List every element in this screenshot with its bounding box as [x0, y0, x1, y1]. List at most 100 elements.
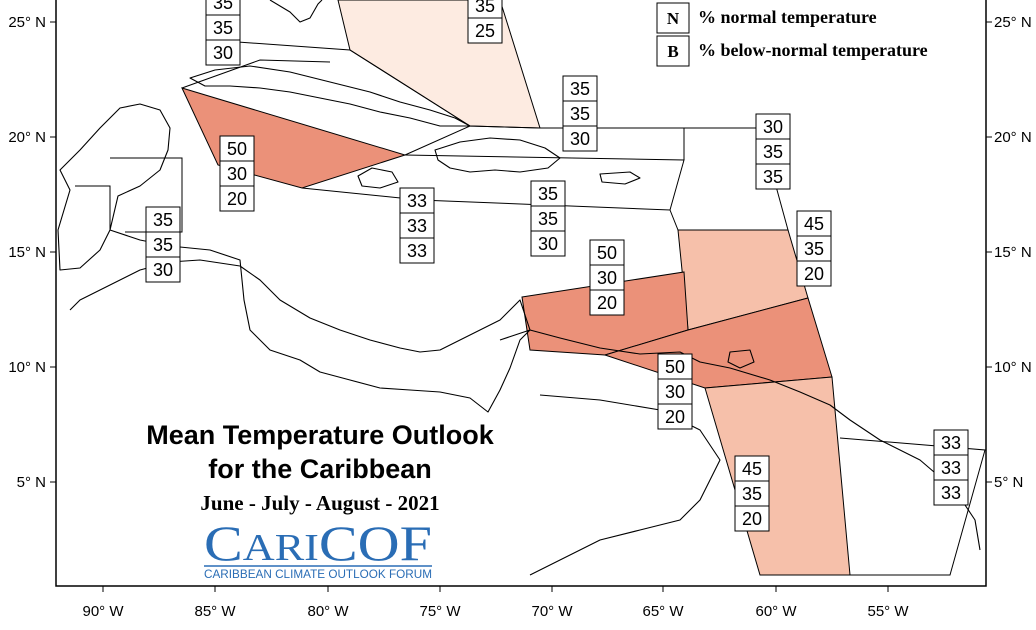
prob-cell: [562, 100, 598, 127]
lat-tick-label: 5° N: [17, 474, 46, 491]
legend-label: % normal temperature: [698, 7, 877, 27]
prob-value: 30: [597, 268, 617, 288]
coast-florida: [269, 0, 323, 23]
caricof-logo: C ARI COF CARIBBEAN CLIMATE OUTLOOK FORUM: [204, 515, 432, 581]
prob-cell: [796, 235, 832, 262]
prob-value: 35: [570, 104, 590, 124]
lon-tick-label: 60° W: [755, 603, 797, 620]
coast-cuba: [189, 65, 471, 127]
prob-cell: [530, 205, 566, 232]
prob-value: 25: [475, 21, 495, 41]
prob-value: 35: [538, 209, 558, 229]
prob-cell: [562, 125, 598, 152]
prob-value: 35: [213, 0, 233, 13]
prob-value: 30: [213, 43, 233, 63]
prob-value: 50: [597, 243, 617, 263]
prob-value: 30: [153, 260, 173, 280]
prob-cell: [145, 256, 181, 283]
coastlines: [57, 0, 981, 576]
lat-tick-label: 10° N: [994, 359, 1032, 376]
prob-value: 20: [665, 407, 685, 427]
title-block: Mean Temperature Outlook for the Caribbe…: [146, 420, 495, 515]
prob-value: 35: [153, 210, 173, 230]
lat-axis-left: 25° N 20° N 15° N 10° N 5° N: [8, 14, 56, 491]
lon-tick-label: 85° W: [194, 603, 236, 620]
prob-value: 35: [742, 484, 762, 504]
prob-cell: [933, 479, 969, 506]
prob-value: 50: [227, 139, 247, 159]
outline-bahamas-west: [209, 39, 471, 127]
prob-box-cayman-jamaica-sea: 50 30 20: [219, 135, 255, 212]
prob-value: 35: [475, 0, 495, 16]
prob-cell: [933, 429, 969, 456]
prob-box-guyana: 45 35 20: [734, 455, 770, 532]
prob-value: 35: [763, 142, 783, 162]
prob-value: 20: [227, 189, 247, 209]
prob-cell: [399, 237, 435, 264]
legend-label: % below-normal temperature: [698, 40, 928, 60]
prob-box-hispaniola-puerto-rico: 35 35 30: [530, 180, 566, 257]
season-subtitle: June - July - August - 2021: [200, 491, 439, 515]
prob-box-bahamas-west: 35 35 30: [205, 0, 241, 66]
probability-boxes: 3525353530503020353530333333353530353530…: [145, 0, 969, 532]
prob-value: 45: [804, 214, 824, 234]
prob-cell: [796, 210, 832, 237]
prob-cell: [755, 113, 791, 140]
prob-cell: [933, 454, 969, 481]
lon-tick-label: 65° W: [642, 603, 684, 620]
lon-tick-label: 80° W: [307, 603, 349, 620]
prob-value: 35: [153, 235, 173, 255]
prob-value: 30: [538, 234, 558, 254]
prob-box-turks-caicos: 35 35 30: [562, 75, 598, 152]
outline-greater-antilles: [404, 125, 685, 160]
coast-puerto-rico: [599, 171, 641, 185]
lat-tick-label: 25° N: [994, 14, 1032, 31]
prob-value: 35: [570, 79, 590, 99]
prob-cell: [399, 212, 435, 239]
prob-value: 50: [665, 357, 685, 377]
prob-cell: [467, 17, 503, 44]
prob-cell: [657, 403, 693, 430]
prob-value: 35: [538, 184, 558, 204]
prob-cell: [530, 230, 566, 257]
prob-box-suriname-french-guiana: 33 33 33: [933, 429, 969, 506]
prob-value: 33: [941, 483, 961, 503]
coast-orinoco: [529, 394, 721, 576]
outline-belize-inner: [75, 185, 111, 230]
outline-northern-leewards: [669, 127, 789, 231]
prob-value: 33: [407, 241, 427, 261]
coast-yucatan: [57, 103, 171, 271]
prob-cell: [219, 135, 255, 162]
region-guyana: [704, 376, 851, 576]
prob-cell: [219, 160, 255, 187]
prob-value: 20: [597, 293, 617, 313]
coast-trinidad: [727, 349, 755, 369]
prob-cell: [530, 180, 566, 207]
prob-cell: [145, 206, 181, 233]
lat-tick-label: 20° N: [8, 129, 46, 146]
svg-text:CARIBBEAN CLIMATE OUTLOOK FORU: CARIBBEAN CLIMATE OUTLOOK FORUM: [204, 569, 432, 581]
forecast-regions: [181, 0, 851, 576]
lat-tick-label: 5° N: [994, 474, 1023, 491]
prob-value: 33: [407, 191, 427, 211]
legend-key-box: [656, 2, 690, 34]
prob-cell: [796, 260, 832, 287]
lat-tick-label: 10° N: [8, 359, 46, 376]
prob-value: 33: [941, 433, 961, 453]
coast-hispaniola: [434, 137, 561, 173]
prob-cell: [219, 185, 255, 212]
prob-value: 30: [665, 382, 685, 402]
lat-tick-label: 25° N: [8, 14, 46, 31]
prob-cell: [589, 289, 625, 316]
prob-box-abc-islands: 50 30 20: [589, 239, 625, 316]
lon-tick-label: 75° W: [419, 603, 461, 620]
prob-value: 35: [213, 18, 233, 38]
prob-value: 20: [742, 509, 762, 529]
prob-box-northern-leewards: 30 35 35: [755, 113, 791, 190]
lon-tick-label: 90° W: [82, 603, 124, 620]
lat-tick-label: 15° N: [8, 244, 46, 261]
lon-tick-label: 55° W: [867, 603, 909, 620]
prob-value: 30: [227, 164, 247, 184]
